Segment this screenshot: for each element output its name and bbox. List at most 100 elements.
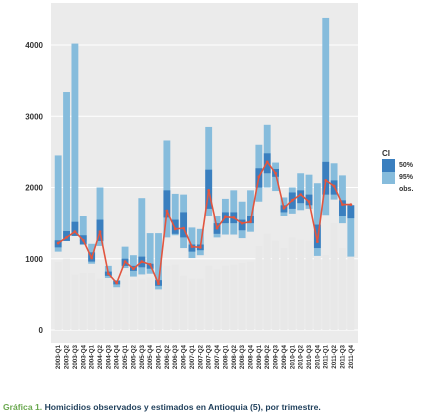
ci50-bar	[171, 219, 179, 234]
estimate-point	[215, 226, 219, 230]
ci50-bar	[63, 230, 70, 241]
caption-text: Homicidios observados y estimados en Ant…	[44, 402, 321, 412]
obs-bar	[104, 274, 112, 330]
estimate-point	[115, 281, 119, 285]
obs-bar	[171, 264, 179, 330]
x-axis-ticks: 2003-Q1 2003-Q2 2003-Q3 2003-Q4 2004-Q1 2004-…	[55, 344, 355, 369]
legend-title: CI	[382, 149, 390, 158]
obs-bar	[205, 265, 213, 330]
legend-label-50: 50%	[399, 162, 414, 169]
estimate-point	[148, 263, 152, 266]
obs-bar	[230, 264, 238, 330]
estimate-point	[349, 203, 353, 207]
x-tick-label: 2004-Q2	[97, 344, 104, 369]
obs-bar	[305, 240, 313, 330]
x-tick-label: 2005-Q1	[122, 344, 129, 369]
ci95-bar	[71, 43, 79, 232]
estimate-point	[290, 198, 294, 202]
ci95-bar	[188, 227, 196, 259]
ci50-bar	[347, 205, 355, 219]
obs-bar	[280, 248, 288, 330]
x-tick-label: 2010-Q2	[298, 344, 305, 369]
x-tick-label: 2007-Q3	[206, 344, 213, 369]
estimate-line	[56, 160, 353, 286]
estimate-point	[265, 160, 269, 164]
estimate-point	[232, 216, 236, 219]
x-tick-label: 2011-Q3	[339, 344, 346, 368]
obs-bar	[88, 273, 96, 330]
estimate-point	[332, 184, 336, 188]
estimate-point	[182, 226, 185, 230]
estimate-point	[173, 227, 177, 231]
figure-caption: Gráfica 1. Homicidios observados y estim…	[3, 402, 433, 412]
ci95-bar	[54, 155, 62, 252]
ci50-bar	[297, 190, 305, 204]
ci95-bar	[138, 198, 146, 275]
x-tick-label: 2003-Q1	[55, 344, 62, 369]
y-tick-label: 1000	[25, 255, 43, 264]
obs-bar	[146, 277, 154, 330]
x-tick-label: 2003-Q3	[72, 344, 79, 369]
legend-swatch-50	[382, 159, 395, 172]
x-tick-label: 2011-Q2	[331, 344, 338, 368]
ci50-bar	[238, 219, 246, 231]
estimate-point	[98, 230, 102, 234]
obs-bar	[221, 265, 229, 330]
ci95-bar	[305, 174, 313, 209]
obs-bar	[339, 248, 346, 330]
x-tick-label: 2009-Q3	[273, 344, 280, 369]
x-tick-label: 2005-Q4	[147, 344, 154, 369]
obs-bar	[138, 278, 146, 330]
estimate-point	[315, 240, 319, 244]
x-tick-label: 2007-Q2	[197, 344, 204, 369]
observed-bars	[54, 223, 355, 330]
ci50-bar	[305, 194, 313, 206]
ci95-bar	[313, 183, 321, 256]
obs-bar	[288, 237, 296, 330]
estimate-point	[324, 178, 328, 182]
x-tick-label: 2004-Q4	[114, 344, 121, 369]
estimate-point	[65, 235, 68, 239]
obs-bar	[347, 255, 355, 330]
ci95-bar	[121, 246, 129, 269]
ci95-bar	[63, 92, 70, 238]
estimate-line-path	[57, 161, 351, 285]
x-tick-label: 2004-Q1	[89, 344, 96, 369]
ci95-bar	[247, 190, 254, 232]
obs-bar	[297, 239, 305, 330]
ci50-bar	[339, 200, 346, 216]
estimate-point	[249, 220, 252, 224]
estimate-point	[190, 245, 194, 249]
x-tick-label: 2009-Q1	[256, 344, 263, 369]
x-tick-label: 2008-Q1	[222, 344, 229, 369]
legend-label-obs: obs.	[399, 186, 413, 193]
ci95-bar	[146, 233, 154, 274]
x-tick-label: 2010-Q4	[314, 344, 321, 369]
ci50-bar	[96, 219, 104, 241]
estimate-point	[299, 193, 303, 197]
ci95-bar	[155, 233, 162, 290]
x-tick-label: 2006-Q2	[164, 344, 171, 369]
estimate-point	[198, 245, 202, 249]
ci50-bar	[322, 161, 330, 195]
obs-bar	[247, 261, 254, 330]
obs-bar	[163, 265, 171, 330]
estimate-point	[165, 209, 169, 213]
obs-bar	[63, 258, 70, 330]
x-tick-label: 2007-Q1	[189, 344, 196, 369]
obs-bar	[130, 280, 137, 330]
legend-swatch-95	[382, 172, 395, 184]
x-tick-label: 2003-Q2	[64, 344, 71, 369]
obs-bar	[188, 278, 196, 330]
x-tick-label: 2010-Q1	[289, 344, 296, 369]
estimate-point	[140, 260, 144, 263]
y-tick-label: 2000	[25, 184, 43, 193]
x-tick-label: 2008-Q3	[239, 344, 246, 369]
obs-bar	[54, 262, 62, 330]
obs-bar	[155, 285, 162, 330]
x-tick-label: 2011-Q4	[348, 344, 355, 368]
ci95-bar	[79, 216, 87, 241]
estimate-point	[73, 230, 77, 234]
ci95-bar	[339, 175, 346, 224]
obs-bar	[180, 275, 188, 330]
